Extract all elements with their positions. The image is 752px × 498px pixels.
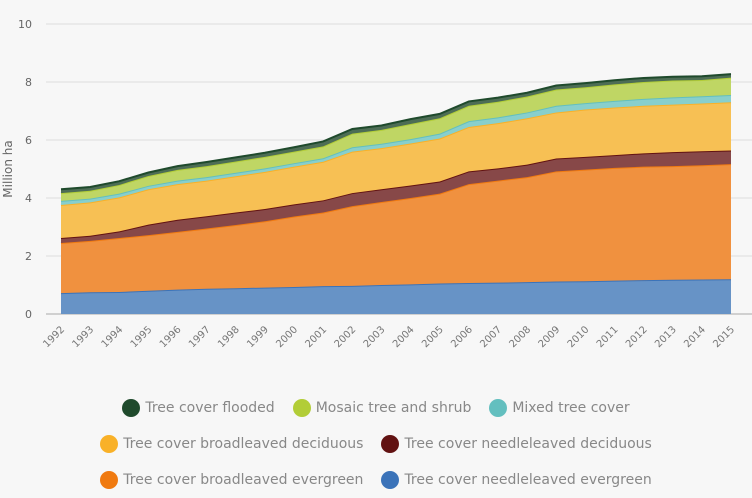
y-axis: 0 2 4 6 8 10 [18, 18, 32, 321]
legend-row: Tree cover broadleaved evergreen Tree cov… [0, 462, 752, 498]
legend-item-tree-cover-needleleaved-evergreen[interactable]: Tree cover needleleaved evergreen [381, 471, 652, 489]
legend-label: Tree cover broadleaved evergreen [123, 472, 364, 488]
x-tick-label: 1998 [216, 324, 242, 350]
legend-swatch-icon [100, 471, 119, 489]
y-tick-label: 0 [25, 308, 32, 321]
legend-label: Mixed tree cover [512, 400, 630, 416]
y-tick-label: 10 [18, 18, 32, 31]
x-tick-label: 2001 [304, 324, 330, 350]
series-line-tree-cover-flooded [60, 73, 732, 191]
area-tree-cover-flooded[interactable] [61, 74, 731, 194]
x-tick-label: 1997 [187, 324, 213, 350]
legend-item-tree-cover-needleleaved-deciduous[interactable]: Tree cover needleleaved deciduous [381, 435, 652, 453]
x-tick-label: 2003 [362, 324, 388, 350]
y-axis-title: Million ha [1, 140, 15, 197]
x-tick-label: 2000 [274, 324, 300, 350]
x-tick-label: 1993 [70, 324, 96, 350]
x-tick-label: 2014 [682, 324, 708, 350]
x-tick-label: 2013 [653, 324, 679, 350]
x-tick-label: 2009 [537, 324, 563, 350]
area-mixed-tree-cover[interactable] [61, 95, 731, 205]
x-tick-label: 2005 [420, 324, 446, 350]
y-tick-label: 8 [25, 76, 32, 89]
legend-label: Tree cover flooded [145, 400, 275, 416]
legend-item-mixed-tree-cover[interactable]: Mixed tree cover [489, 399, 630, 417]
area-tree-cover-broadleaved-deciduous[interactable] [61, 102, 731, 239]
legend-swatch-icon [381, 435, 400, 453]
x-tick-label: 2006 [449, 324, 475, 350]
legend-label: Mosaic tree and shrub [315, 400, 472, 416]
legend-label: Tree cover needleleaved evergreen [404, 472, 652, 488]
legend-swatch-icon [122, 399, 141, 417]
legend-label: Tree cover broadleaved deciduous [123, 436, 364, 452]
area-tree-cover-needleleaved-deciduous[interactable] [61, 150, 731, 243]
x-tick-label: 1992 [41, 324, 67, 350]
x-tick-label: 2007 [478, 324, 504, 350]
x-tick-label: 2015 [711, 324, 737, 350]
x-tick-label: 2010 [566, 324, 592, 350]
legend-item-tree-cover-broadleaved-deciduous[interactable]: Tree cover broadleaved deciduous [100, 435, 363, 453]
legend-item-tree-cover-flooded[interactable]: Tree cover flooded [122, 399, 275, 417]
area-tree-cover-needleleaved-evergreen[interactable] [61, 279, 731, 314]
x-tick-label: 2004 [391, 324, 417, 350]
x-tick-label: 1994 [100, 324, 126, 350]
legend-item-tree-cover-broadleaved-evergreen[interactable]: Tree cover broadleaved evergreen [100, 471, 363, 489]
legend: Tree cover flooded Mosaic tree and shrub M… [0, 390, 752, 498]
y-tick-label: 2 [25, 250, 32, 263]
legend-row: Tree cover flooded Mosaic tree and shrub M… [0, 390, 752, 426]
stacked-area-chart: 0 2 4 6 8 10 1992 1993 1994 1995 1996 1997 1998 1999… [1, 18, 752, 350]
x-tick-label: 2012 [624, 324, 650, 350]
legend-label: Tree cover needleleaved deciduous [404, 436, 652, 452]
y-tick-label: 6 [25, 134, 32, 147]
x-tick-label: 2008 [507, 324, 533, 350]
x-tick-label: 2011 [595, 324, 621, 350]
x-tick-label: 2002 [333, 324, 359, 350]
legend-item-mosaic-tree-and-shrub[interactable]: Mosaic tree and shrub [292, 399, 472, 417]
x-axis: 1992 1993 1994 1995 1996 1997 1998 1999 2000 2001… [41, 324, 737, 350]
legend-swatch-icon [489, 399, 508, 417]
y-tick-label: 4 [25, 192, 32, 205]
area-mosaic-tree-and-shrub[interactable] [61, 77, 731, 201]
x-tick-label: 1999 [245, 324, 271, 350]
legend-swatch-icon [381, 471, 400, 489]
x-tick-label: 1995 [129, 324, 155, 350]
area-tree-cover-broadleaved-evergreen[interactable] [61, 164, 731, 294]
legend-row: Tree cover broadleaved deciduous Tree cov… [0, 426, 752, 462]
area-layers [60, 73, 732, 314]
x-tick-label: 1996 [158, 324, 184, 350]
legend-swatch-icon [100, 435, 119, 453]
legend-swatch-icon [292, 399, 311, 417]
